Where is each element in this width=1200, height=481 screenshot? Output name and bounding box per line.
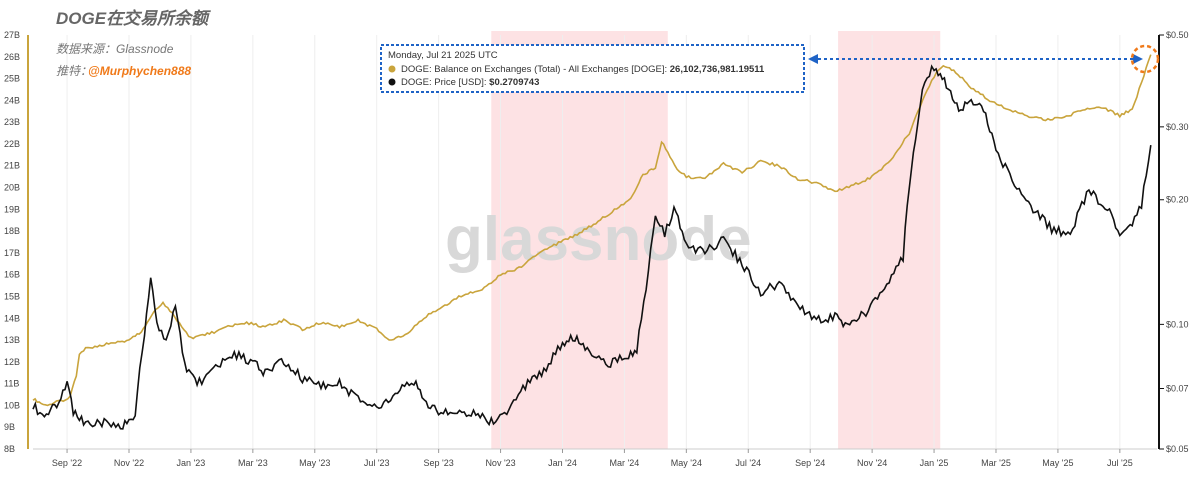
left-axis-tick-label: 14B — [4, 313, 20, 323]
left-axis-tick-label: 20B — [4, 183, 20, 193]
gridlines — [66, 35, 1121, 449]
left-axis-tick-label: 23B — [4, 117, 20, 127]
right-axis-tick-label: $0.30 — [1166, 122, 1189, 132]
right-axis-tick-label: $0.07 — [1166, 384, 1189, 394]
left-axis-tick-label: 9B — [4, 422, 15, 432]
left-axis-tick-label: 13B — [4, 335, 20, 345]
x-axis-tick-label: May '24 — [671, 458, 702, 468]
x-axis-tick-label: May '25 — [1042, 458, 1073, 468]
x-axis-tick-label: Sep '22 — [52, 458, 82, 468]
annotation-arrow — [808, 54, 1143, 64]
tooltip-box — [380, 44, 805, 93]
x-axis-tick-label: Jul '25 — [1107, 458, 1133, 468]
x-axis-tick-label: Mar '23 — [238, 458, 268, 468]
x-axis-tick-label: May '23 — [299, 458, 330, 468]
data-source: 数据来源：Glassnode — [56, 42, 174, 56]
series-lines — [32, 54, 1152, 430]
x-axis-tick-label: Jul '23 — [364, 458, 390, 468]
latest-point-marker — [1130, 44, 1160, 74]
x-axis-tick-label: Jan '24 — [548, 458, 577, 468]
balance-line — [32, 54, 1152, 407]
price-line — [32, 64, 1152, 430]
left-axis-tick-label: 15B — [4, 291, 20, 301]
axes: 8B 9B 10B 11B 12B 13B 14B 15B 16B 17B 18B 19B 20B 21B… — [4, 30, 1189, 468]
tooltip-balance-label: DOGE: Balance on Exchanges (Total) - All… — [401, 64, 765, 75]
x-axis-tick-label: Nov '22 — [114, 458, 144, 468]
left-axis-tick-label: 24B — [4, 95, 20, 105]
balance-legend-dot — [388, 65, 396, 73]
x-axis-tick-label: Nov '23 — [485, 458, 515, 468]
x-axis-tick-label: Sep '23 — [424, 458, 454, 468]
tooltip-price-label: DOGE: Price [USD]: $0.2709743 — [401, 77, 539, 88]
tooltip-date: Monday, Jul 21 2025 UTC — [388, 50, 498, 61]
left-axis-tick-label: 22B — [4, 139, 20, 149]
credit-prefix: 推特： — [56, 64, 92, 78]
x-axis-tick-label: Sep '24 — [795, 458, 825, 468]
x-axis-tick-label: Mar '25 — [981, 458, 1011, 468]
left-axis-tick-label: 17B — [4, 248, 20, 258]
arrow-right-head — [1133, 54, 1143, 64]
arrow-left-head — [808, 54, 818, 64]
credit-handle[interactable]: @Murphychen888 — [88, 64, 191, 78]
tooltip: Monday, Jul 21 2025 UTC DOGE: Balance on… — [380, 44, 805, 93]
x-axis-tick-label: Jan '25 — [920, 458, 949, 468]
right-axis-tick-label: $0.20 — [1166, 195, 1189, 205]
price-legend-dot — [388, 78, 396, 86]
left-axis-tick-label: 10B — [4, 400, 20, 410]
left-axis-tick-label: 26B — [4, 52, 20, 62]
right-axis-tick-label: $0.50 — [1166, 30, 1189, 40]
x-axis-tick-label: Jan '23 — [177, 458, 206, 468]
right-axis-tick-label: $0.10 — [1166, 319, 1189, 329]
x-axis-tick-label: Nov '24 — [857, 458, 887, 468]
left-axis-tick-label: 21B — [4, 161, 20, 171]
x-axis-tick-label: Mar '24 — [610, 458, 640, 468]
left-axis-tick-label: 16B — [4, 270, 20, 280]
left-axis-tick-label: 27B — [4, 30, 20, 40]
left-axis-tick-label: 12B — [4, 357, 20, 367]
left-axis-tick-label: 11B — [4, 379, 19, 389]
highlight-band — [491, 31, 668, 449]
right-axis-tick-label: $0.05 — [1166, 444, 1189, 454]
x-axis-tick-label: Jul '24 — [735, 458, 761, 468]
watermark: glassnode — [445, 205, 752, 274]
chart-title: DOGE在交易所余额 — [56, 9, 211, 28]
left-axis-tick-label: 25B — [4, 74, 20, 84]
left-axis-tick-label: 8B — [4, 444, 15, 454]
left-axis-tick-label: 18B — [4, 226, 20, 236]
left-axis-tick-label: 19B — [4, 204, 20, 214]
